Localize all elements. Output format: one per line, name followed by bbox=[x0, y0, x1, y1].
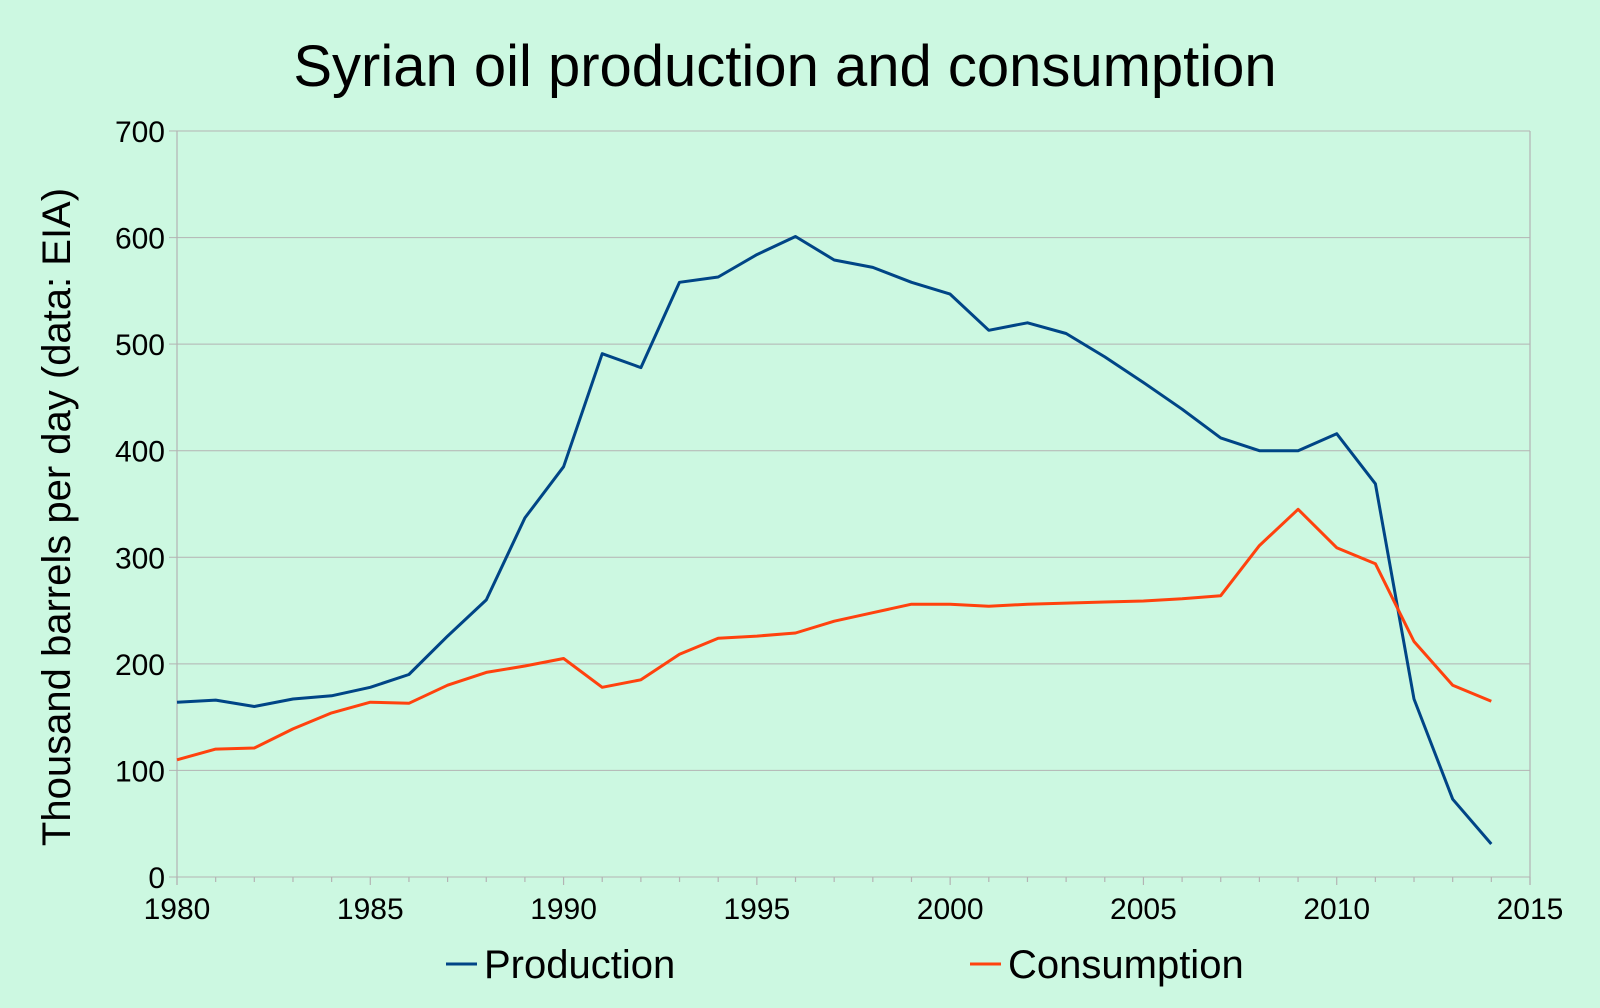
y-tick-label: 200 bbox=[115, 649, 165, 682]
y-tick-label: 600 bbox=[115, 223, 165, 256]
y-tick-label: 100 bbox=[115, 755, 165, 788]
y-tick-label: 700 bbox=[115, 116, 165, 149]
y-tick-label: 300 bbox=[115, 542, 165, 575]
y-tick-label: 500 bbox=[115, 329, 165, 362]
legend: Production Consumption bbox=[446, 943, 1244, 987]
y-tick-labels: 0 100 200 300 400 500 600 700 bbox=[115, 116, 165, 895]
x-tick-label: 1980 bbox=[144, 893, 211, 926]
series-line-consumption bbox=[176, 507, 1492, 762]
chart-title: Syrian oil production and consumption bbox=[293, 34, 1276, 99]
x-tick-labels: 1980 1985 1990 1995 2000 2005 2010 2015 bbox=[144, 893, 1564, 926]
legend-label-consumption: Consumption bbox=[1008, 943, 1244, 987]
x-tick-label: 1990 bbox=[530, 893, 597, 926]
x-tick-label: 2010 bbox=[1303, 893, 1370, 926]
x-tick-label: 1995 bbox=[723, 893, 790, 926]
y-tick-label: 0 bbox=[148, 862, 165, 895]
y-tick-label: 400 bbox=[115, 436, 165, 469]
x-tick-label: 2005 bbox=[1110, 893, 1177, 926]
y-axis-label: Thousand barrels per day (data: EIA) bbox=[35, 188, 79, 846]
series-line-production bbox=[176, 235, 1493, 845]
legend-label-production: Production bbox=[484, 943, 675, 987]
series-lines bbox=[176, 235, 1493, 845]
x-tick-label: 2015 bbox=[1497, 893, 1564, 926]
x-tick-label: 2000 bbox=[917, 893, 984, 926]
x-tick-label: 1985 bbox=[337, 893, 404, 926]
gridlines bbox=[169, 130, 1530, 878]
